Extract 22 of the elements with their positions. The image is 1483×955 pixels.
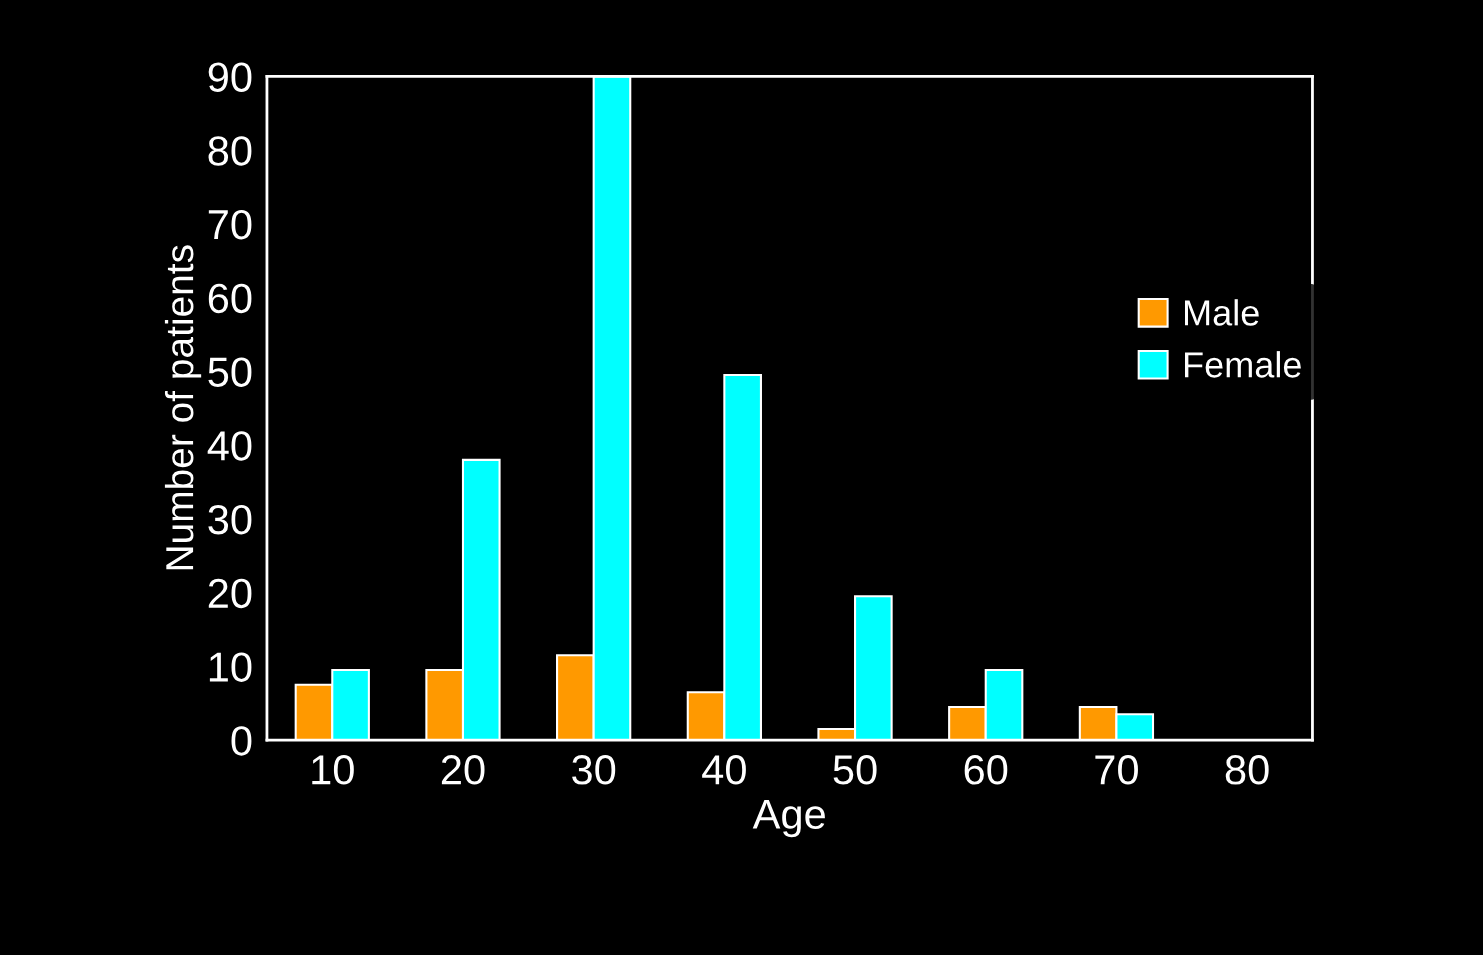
- y-tick-label: 20: [208, 578, 252, 609]
- x-tick-label: 40: [702, 755, 746, 785]
- x-tick-label: 80: [1225, 755, 1269, 785]
- x-tick-label: 70: [1095, 755, 1138, 785]
- x-tick-label: 20: [441, 755, 485, 785]
- legend-label: Female: [1185, 351, 1301, 378]
- y-tick-label: 70: [208, 209, 252, 240]
- x-tick-label: 10: [312, 755, 354, 785]
- x-tick-label: 50: [833, 755, 877, 785]
- y-tick-label: 60: [208, 283, 252, 314]
- y-tick-label: 40: [207, 431, 252, 461]
- legend-label: Male: [1185, 299, 1259, 326]
- y-tick-label: 50: [208, 357, 252, 387]
- x-tick-label: 30: [572, 755, 616, 785]
- y-tick-label: 80: [208, 136, 252, 166]
- y-tick-label: 90: [208, 62, 252, 92]
- x-axis-title: Age: [752, 799, 825, 838]
- x-tick-label: 60: [964, 755, 1008, 785]
- y-axis-title: Number of patients: [164, 245, 202, 570]
- y-tick-label: 0: [231, 726, 252, 756]
- y-tick-label: 30: [208, 504, 252, 535]
- y-tick-label: 10: [209, 652, 252, 682]
